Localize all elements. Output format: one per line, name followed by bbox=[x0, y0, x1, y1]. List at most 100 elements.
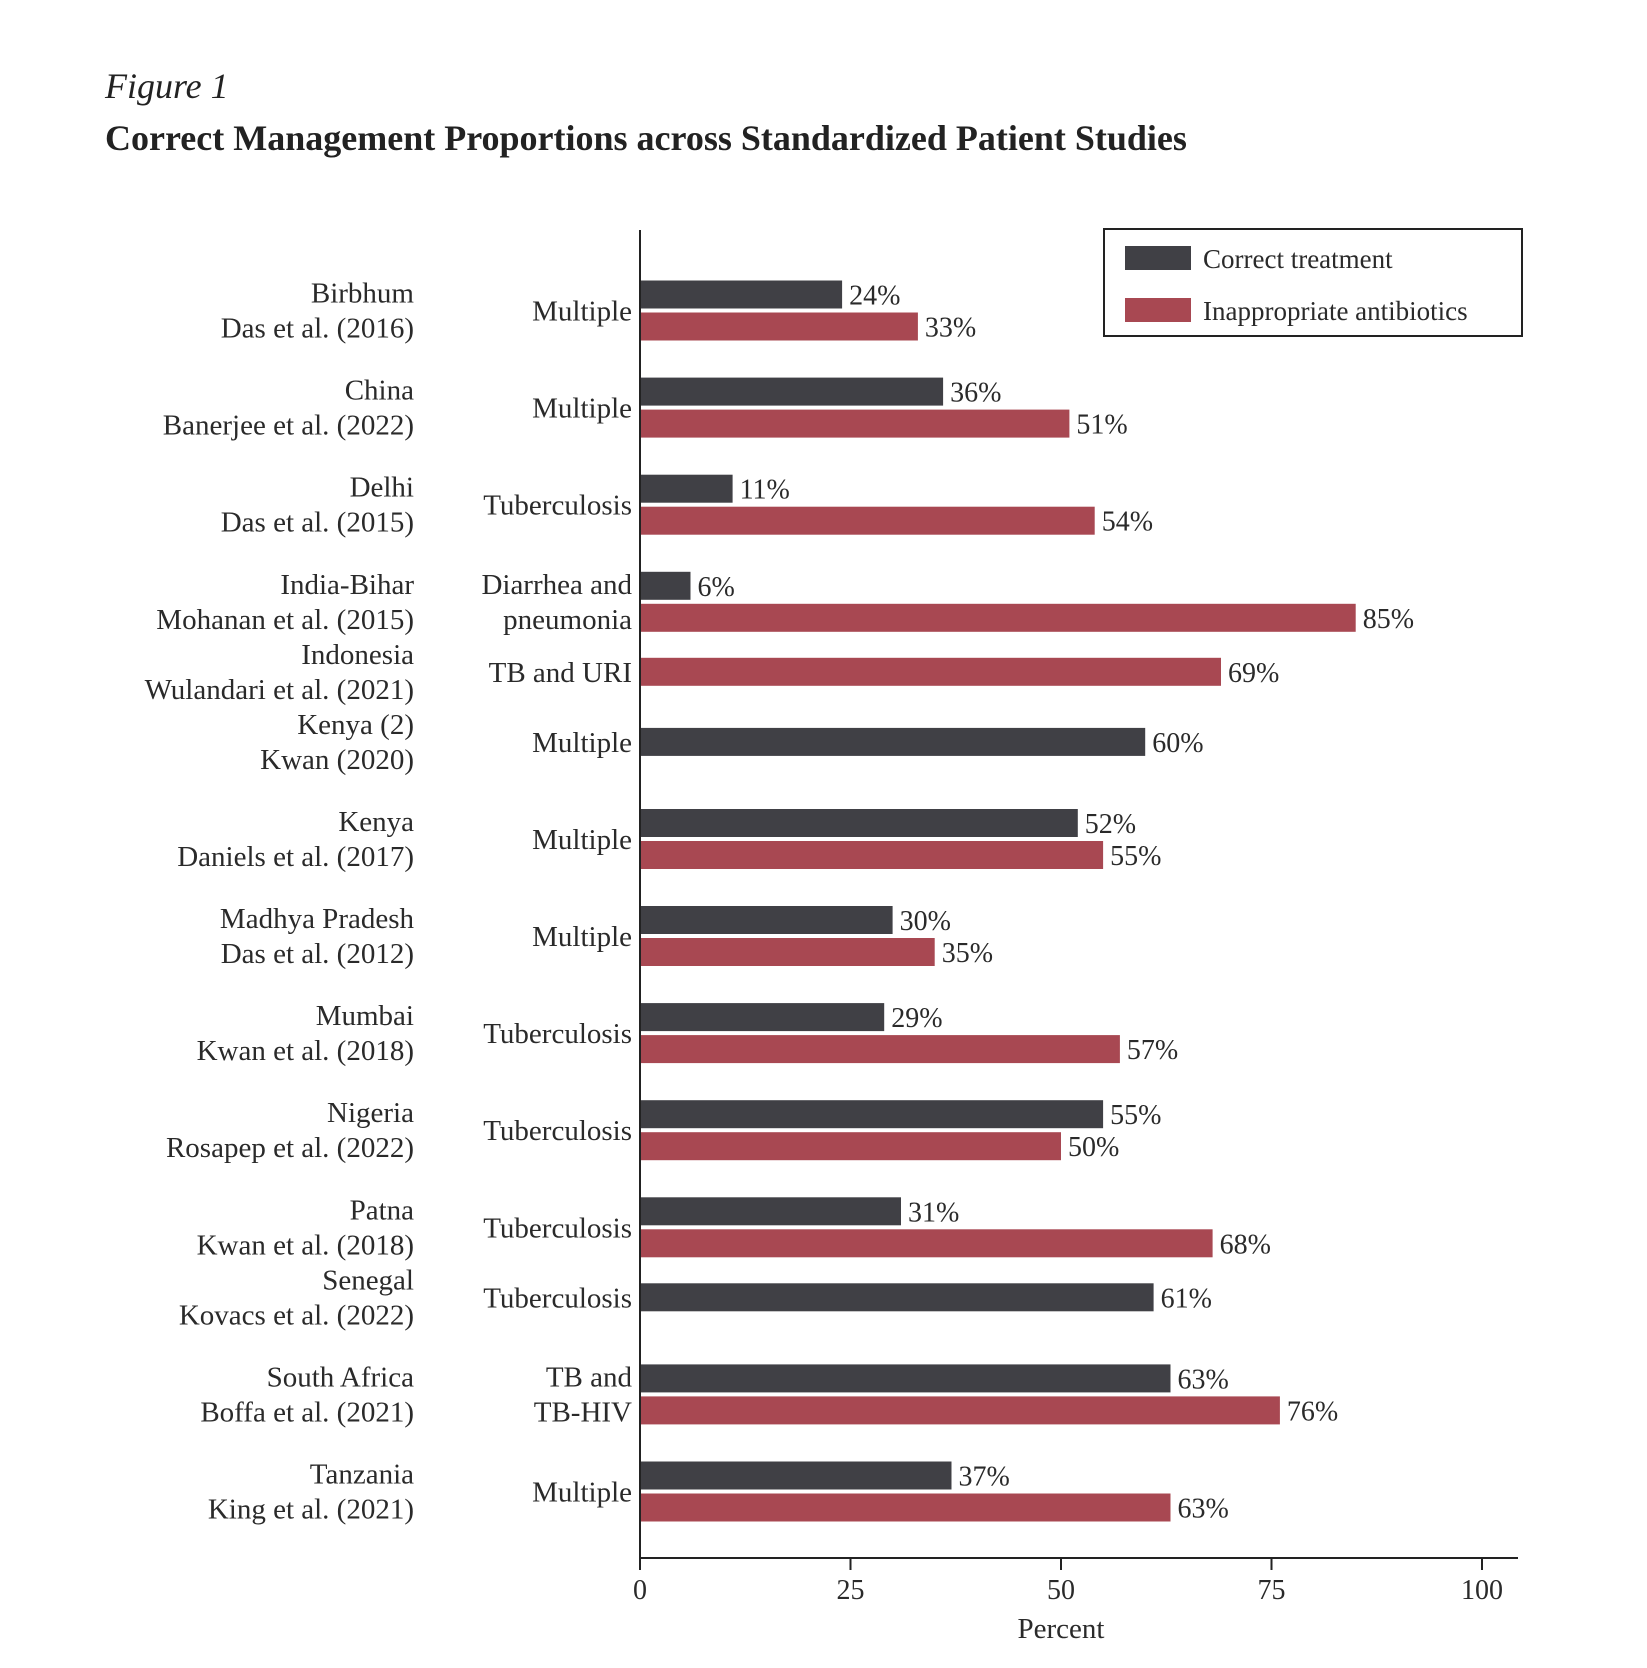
bar-correct-13 bbox=[640, 1461, 952, 1490]
bar-correct-5 bbox=[640, 727, 1146, 756]
bar-correct-7 bbox=[640, 906, 893, 934]
x-tick-label: 0 bbox=[633, 1575, 647, 1606]
x-tick-label: 25 bbox=[837, 1575, 865, 1606]
category-study-label: Kovacs et al. (2022) bbox=[179, 1299, 414, 1331]
bar-correct-11 bbox=[640, 1283, 1154, 1312]
value-label-antibiotics-8: 57% bbox=[1127, 1035, 1178, 1066]
condition-label: Multiple bbox=[532, 296, 632, 328]
x-tick-label: 50 bbox=[1047, 1575, 1075, 1606]
value-label-antibiotics-9: 50% bbox=[1068, 1132, 1119, 1163]
condition-label: TB and bbox=[546, 1361, 633, 1393]
bar-antibiotics-2 bbox=[640, 506, 1095, 535]
bar-correct-12 bbox=[640, 1364, 1171, 1393]
category-place-label: Senegal bbox=[322, 1264, 414, 1296]
category-place-label: Delhi bbox=[350, 472, 414, 504]
category-place-label: Madhya Pradesh bbox=[220, 903, 415, 935]
value-label-antibiotics-3: 85% bbox=[1363, 604, 1414, 635]
value-label-antibiotics-0: 33% bbox=[925, 313, 976, 344]
category-study-label: Banerjee et al. (2022) bbox=[163, 410, 414, 442]
condition-label: pneumonia bbox=[503, 604, 632, 636]
condition-label: Tuberculosis bbox=[483, 1212, 632, 1244]
category-study-label: Das et al. (2012) bbox=[221, 938, 414, 970]
bar-correct-1 bbox=[640, 377, 944, 406]
bar-correct-9 bbox=[640, 1100, 1104, 1129]
category-place-label: India-Bihar bbox=[280, 569, 414, 601]
value-label-correct-11: 61% bbox=[1161, 1283, 1212, 1314]
category-place-label: South Africa bbox=[267, 1361, 415, 1393]
category-place-label: Kenya bbox=[338, 806, 414, 838]
category-study-label: Kwan (2020) bbox=[260, 744, 414, 776]
bar-antibiotics-0 bbox=[640, 312, 918, 341]
condition-label: Multiple bbox=[532, 824, 632, 856]
bar-correct-0 bbox=[640, 280, 843, 309]
value-label-antibiotics-4: 69% bbox=[1228, 658, 1279, 689]
category-place-label: China bbox=[345, 375, 414, 407]
bar-correct-2 bbox=[640, 474, 733, 503]
condition-label: Multiple bbox=[532, 393, 632, 425]
condition-label: Tuberculosis bbox=[483, 490, 632, 522]
condition-label: Tuberculosis bbox=[483, 1018, 632, 1050]
category-study-label: Boffa et al. (2021) bbox=[200, 1396, 414, 1428]
category-place-label: Tanzania bbox=[310, 1459, 414, 1491]
value-label-correct-7: 30% bbox=[900, 906, 951, 937]
condition-label: TB and URI bbox=[489, 657, 632, 689]
category-study-label: King et al. (2021) bbox=[208, 1494, 414, 1526]
category-place-label: Birbhum bbox=[311, 278, 415, 310]
value-label-correct-12: 63% bbox=[1178, 1364, 1229, 1395]
category-study-label: Mohanan et al. (2015) bbox=[156, 604, 414, 636]
condition-label: Multiple bbox=[532, 1477, 632, 1509]
value-label-antibiotics-6: 55% bbox=[1110, 841, 1161, 872]
bar-antibiotics-3 bbox=[640, 603, 1356, 632]
value-label-correct-13: 37% bbox=[959, 1462, 1010, 1493]
x-axis-ticks: 0 25 50 75 100 bbox=[633, 1558, 1503, 1606]
value-label-correct-5: 60% bbox=[1152, 728, 1203, 759]
bar-antibiotics-8 bbox=[640, 1035, 1120, 1064]
category-study-label: Das et al. (2015) bbox=[221, 507, 414, 539]
category-study-label: Rosapep et al. (2022) bbox=[166, 1132, 414, 1164]
condition-label: Tuberculosis bbox=[483, 1115, 632, 1147]
category-place-label: Patna bbox=[350, 1194, 415, 1226]
category-place-label: Kenya (2) bbox=[297, 709, 414, 741]
condition-label: Diarrhea and bbox=[481, 569, 632, 601]
value-label-antibiotics-7: 35% bbox=[942, 938, 993, 969]
value-label-correct-2: 11% bbox=[740, 475, 790, 506]
value-label-antibiotics-10: 68% bbox=[1220, 1229, 1271, 1260]
figure-label: Figure 1 bbox=[104, 66, 229, 106]
bar-antibiotics-10 bbox=[640, 1229, 1213, 1258]
bars-layer bbox=[640, 280, 1356, 1522]
legend-swatch-correct bbox=[1125, 246, 1191, 270]
legend-swatch-antibiotics bbox=[1125, 298, 1191, 322]
value-label-antibiotics-1: 51% bbox=[1076, 410, 1127, 441]
bar-correct-10 bbox=[640, 1197, 901, 1226]
value-label-correct-6: 52% bbox=[1085, 809, 1136, 840]
bar-antibiotics-4 bbox=[640, 657, 1221, 686]
condition-label: Tuberculosis bbox=[483, 1282, 632, 1314]
value-label-antibiotics-13: 63% bbox=[1178, 1494, 1229, 1525]
condition-label: TB-HIV bbox=[534, 1396, 632, 1428]
x-tick-label: 75 bbox=[1258, 1575, 1286, 1606]
category-study-label: Daniels et al. (2017) bbox=[177, 841, 414, 873]
bar-antibiotics-12 bbox=[640, 1396, 1280, 1425]
value-label-correct-9: 55% bbox=[1110, 1100, 1161, 1131]
value-label-antibiotics-12: 76% bbox=[1287, 1396, 1338, 1427]
legend-label-antibiotics: Inappropriate antibiotics bbox=[1203, 296, 1468, 326]
condition-label: Multiple bbox=[532, 727, 632, 759]
value-label-correct-8: 29% bbox=[891, 1003, 942, 1034]
value-label-correct-1: 36% bbox=[950, 378, 1001, 409]
legend: Correct treatment Inappropriate antibiot… bbox=[1103, 228, 1523, 337]
condition-label: Multiple bbox=[532, 921, 632, 953]
bar-antibiotics-9 bbox=[640, 1132, 1061, 1161]
category-place-label: Indonesia bbox=[301, 639, 414, 671]
bar-antibiotics-1 bbox=[640, 409, 1070, 438]
x-axis-title: Percent bbox=[1018, 1613, 1105, 1645]
x-tick-label: 100 bbox=[1461, 1575, 1503, 1606]
category-study-label: Das et al. (2016) bbox=[221, 313, 414, 345]
legend-label-correct: Correct treatment bbox=[1203, 244, 1393, 274]
category-place-label: Nigeria bbox=[327, 1097, 414, 1129]
value-label-correct-10: 31% bbox=[908, 1197, 959, 1228]
value-label-correct-0: 24% bbox=[849, 281, 900, 312]
bar-antibiotics-7 bbox=[640, 938, 935, 966]
bar-antibiotics-13 bbox=[640, 1493, 1171, 1522]
